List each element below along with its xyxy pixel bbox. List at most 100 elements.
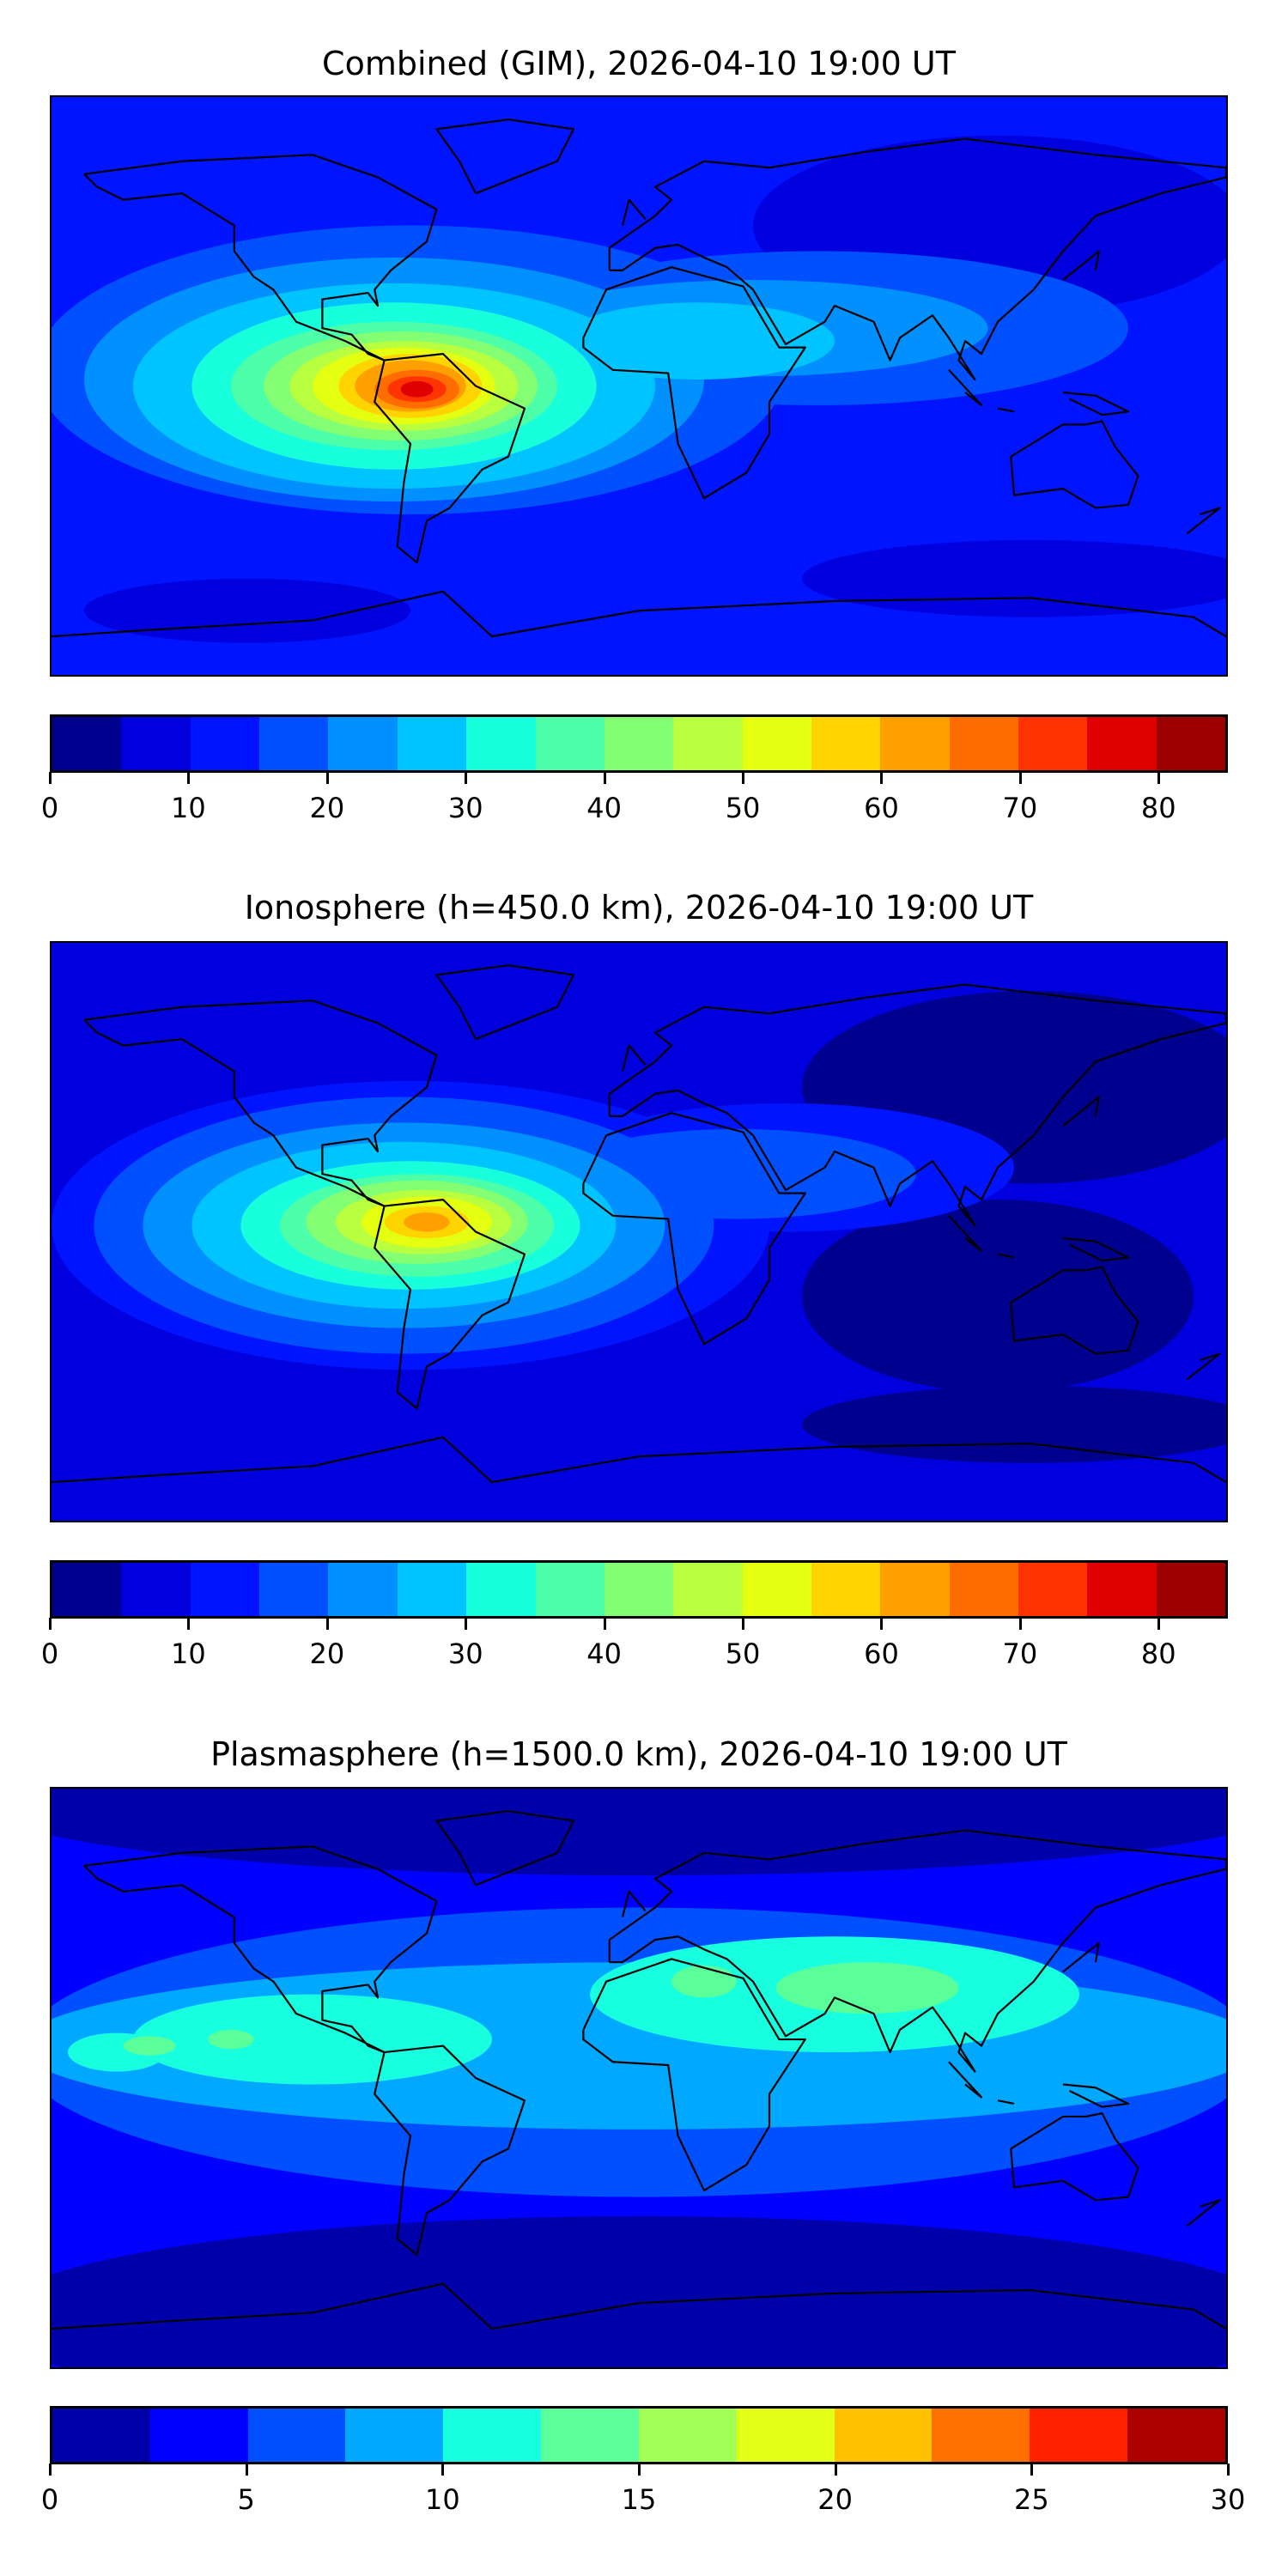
colorbar-bin-15 <box>1087 717 1157 770</box>
contour-region <box>775 1962 959 2014</box>
coastline <box>1063 251 1099 280</box>
tick-mark <box>49 772 52 784</box>
tick-mark <box>187 772 191 784</box>
tick-mark <box>1018 772 1022 784</box>
colorbar-bin-5 <box>397 717 467 770</box>
colorbar-bin-13 <box>949 717 1019 770</box>
colorbar-bin-2 <box>190 717 260 770</box>
tick-label: 0 <box>40 792 59 824</box>
coastline <box>436 119 574 193</box>
coastline <box>583 1113 805 1344</box>
coastline <box>949 1216 981 1251</box>
tick-label: 0 <box>40 1637 59 1670</box>
tick-label: 30 <box>447 792 483 824</box>
colorbar-bin-8 <box>604 717 674 770</box>
panel-3-colorbar <box>50 2406 1228 2464</box>
coastline <box>623 200 646 226</box>
coastline <box>374 2046 525 2255</box>
coastline <box>1063 392 1128 415</box>
colorbar-bin-7 <box>535 1563 605 1616</box>
colorbar-bin-16 <box>1156 717 1226 770</box>
coastline <box>1063 1097 1099 1126</box>
colorbar-bin-3 <box>345 2409 444 2462</box>
colorbar-bin-10 <box>742 1563 811 1616</box>
coastline <box>998 409 1014 412</box>
colorbar-bin-2 <box>190 1563 260 1616</box>
colorbar-bin-5 <box>397 1563 467 1616</box>
colorbar-bin-4 <box>328 1563 398 1616</box>
tick-label: 30 <box>447 1637 483 1670</box>
coastline <box>52 2284 1226 2329</box>
tick-label: 80 <box>1140 792 1176 824</box>
tick-mark <box>880 1618 884 1630</box>
colorbar-bin-0 <box>52 2409 150 2462</box>
coastline <box>84 155 436 360</box>
colorbar-bin-10 <box>1030 2409 1128 2462</box>
tick-mark <box>325 772 329 784</box>
tick-mark <box>880 772 884 784</box>
panel-1-colorbar <box>50 714 1228 773</box>
coastline <box>436 1811 574 1885</box>
colorbar-bin-14 <box>1018 717 1088 770</box>
tick-label: 80 <box>1140 1637 1176 1670</box>
colorbar-bin-11 <box>1127 2409 1225 2462</box>
contour-region <box>123 2036 176 2056</box>
coastline <box>1187 508 1219 534</box>
tick-mark <box>742 1618 745 1630</box>
colorbar-bin-10 <box>742 717 811 770</box>
tick-label: 30 <box>1210 2483 1246 2516</box>
tick-mark <box>834 2464 837 2476</box>
colorbar-bin-12 <box>880 717 950 770</box>
coastline <box>1063 1943 1099 1972</box>
tick-mark <box>1157 772 1161 784</box>
coastline <box>436 965 574 1039</box>
colorbar-bin-9 <box>673 1563 743 1616</box>
tick-label: 70 <box>1002 792 1038 824</box>
tick-label: 10 <box>171 792 206 824</box>
coastline <box>1011 2113 1138 2200</box>
tick-mark <box>187 1618 191 1630</box>
contour-region <box>52 2216 1226 2367</box>
coastline <box>84 1000 436 1206</box>
contour-region <box>208 2029 254 2050</box>
coastline <box>1011 422 1138 508</box>
coastline <box>1187 2200 1219 2226</box>
panel-3-title: Plasmasphere (h=1500.0 km), 2026-04-10 1… <box>210 1735 1067 1773</box>
colorbar-bin-6 <box>638 2409 737 2462</box>
colorbar-bin-3 <box>259 717 329 770</box>
panel-1-map <box>50 95 1228 677</box>
colorbar-bin-11 <box>811 1563 881 1616</box>
contour-region <box>133 1994 492 2085</box>
tick-label: 50 <box>725 792 761 824</box>
tick-mark <box>638 2464 641 2476</box>
tick-mark <box>49 1618 52 1630</box>
tick-label: 50 <box>725 1637 761 1670</box>
tick-mark <box>441 2464 445 2476</box>
tick-mark <box>49 2464 52 2476</box>
tick-mark <box>1227 2464 1230 2476</box>
tick-mark <box>1157 1618 1161 1630</box>
colorbar-bin-4 <box>328 717 398 770</box>
coastline <box>949 370 981 405</box>
coastline <box>610 1831 1226 2072</box>
tick-label: 60 <box>864 1637 899 1670</box>
contour-region <box>84 578 410 643</box>
tick-label: 0 <box>40 2483 59 2516</box>
tick-label: 40 <box>586 1637 622 1670</box>
tick-mark <box>1018 1618 1022 1630</box>
coastline <box>1063 2084 1128 2106</box>
tick-mark <box>742 772 745 784</box>
colorbar-bin-6 <box>466 1563 536 1616</box>
tick-mark <box>603 1618 606 1630</box>
colorbar-bin-13 <box>949 1563 1019 1616</box>
coastline <box>583 267 805 498</box>
tick-mark <box>325 1618 329 1630</box>
coastline <box>1063 1238 1128 1261</box>
tick-mark <box>245 2464 248 2476</box>
colorbar-bin-2 <box>247 2409 346 2462</box>
tick-label: 5 <box>237 2483 255 2516</box>
coastline <box>84 1846 436 2052</box>
colorbar-bin-1 <box>149 2409 248 2462</box>
coastline <box>52 1437 1226 1482</box>
contour-region <box>671 1965 737 1998</box>
